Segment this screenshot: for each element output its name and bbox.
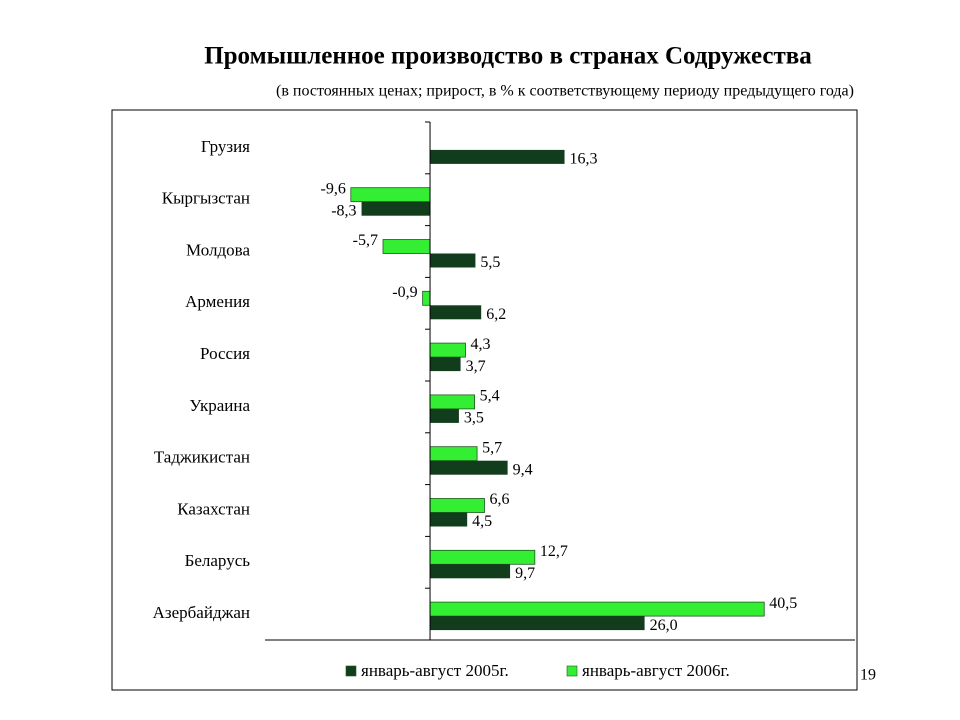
- bar: [430, 149, 565, 164]
- legend-label: январь-август 2005г.: [361, 661, 509, 680]
- bar: [429, 342, 466, 358]
- bar: [430, 357, 461, 372]
- bar: [350, 187, 431, 203]
- bar: [430, 305, 482, 320]
- y-tick-label: Беларусь: [185, 551, 251, 570]
- y-tick-label: Кыргызстан: [162, 189, 250, 208]
- bar: [422, 290, 431, 306]
- value-label: 3,7: [466, 358, 486, 375]
- value-label: 6,2: [486, 306, 506, 323]
- page-number: 19: [860, 667, 876, 684]
- value-label: 6,6: [489, 491, 509, 508]
- bar: [429, 446, 478, 462]
- bar: [361, 201, 431, 216]
- value-label: -8,3: [331, 202, 356, 219]
- chart-frame: [111, 109, 858, 691]
- value-label: 5,5: [480, 254, 500, 271]
- bar: [430, 616, 645, 631]
- value-label: 12,7: [540, 543, 568, 560]
- bar: [430, 512, 468, 527]
- value-label: 16,3: [570, 151, 598, 168]
- legend-swatch: [345, 665, 357, 677]
- bar: [430, 253, 476, 268]
- y-tick-label: Россия: [200, 344, 250, 363]
- legend-swatch: [566, 665, 578, 677]
- value-label: 40,5: [769, 595, 797, 612]
- value-label: 9,4: [513, 461, 533, 478]
- chart-title: Промышленное производство в странах Содр…: [204, 43, 812, 70]
- value-label: 9,7: [515, 565, 535, 582]
- value-label: -0,9: [392, 284, 417, 301]
- bar: [429, 549, 536, 565]
- bar: [429, 394, 475, 410]
- value-label: 26,0: [650, 617, 678, 634]
- value-label: 3,5: [464, 410, 484, 427]
- y-tick-label: Армения: [185, 292, 250, 311]
- value-label: 4,5: [472, 513, 492, 530]
- legend: январь-август 2005г. январь-август 2006г.: [345, 661, 730, 680]
- y-tick-label: Украина: [189, 396, 250, 415]
- bar: [430, 408, 459, 423]
- bar: [430, 564, 511, 579]
- value-label: 4,3: [471, 336, 491, 353]
- value-label: 5,7: [482, 439, 502, 456]
- value-label: 5,4: [480, 388, 500, 405]
- legend-label: январь-август 2006г.: [582, 661, 730, 680]
- value-label: -5,7: [353, 232, 378, 249]
- value-label: -9,6: [320, 180, 345, 197]
- y-tick-label: Казахстан: [177, 499, 250, 518]
- chart-subtitle: (в постоянных ценах; прирост, в % к соот…: [276, 83, 854, 100]
- bar: [382, 239, 431, 254]
- y-tick-label: Молдова: [186, 240, 250, 259]
- y-tick-label: Таджикистан: [154, 448, 250, 467]
- bar: [429, 601, 765, 617]
- bar: [429, 498, 485, 513]
- y-tick-label: Грузия: [201, 137, 250, 156]
- y-tick-label: Азербайджан: [153, 603, 250, 622]
- bar: [430, 460, 508, 475]
